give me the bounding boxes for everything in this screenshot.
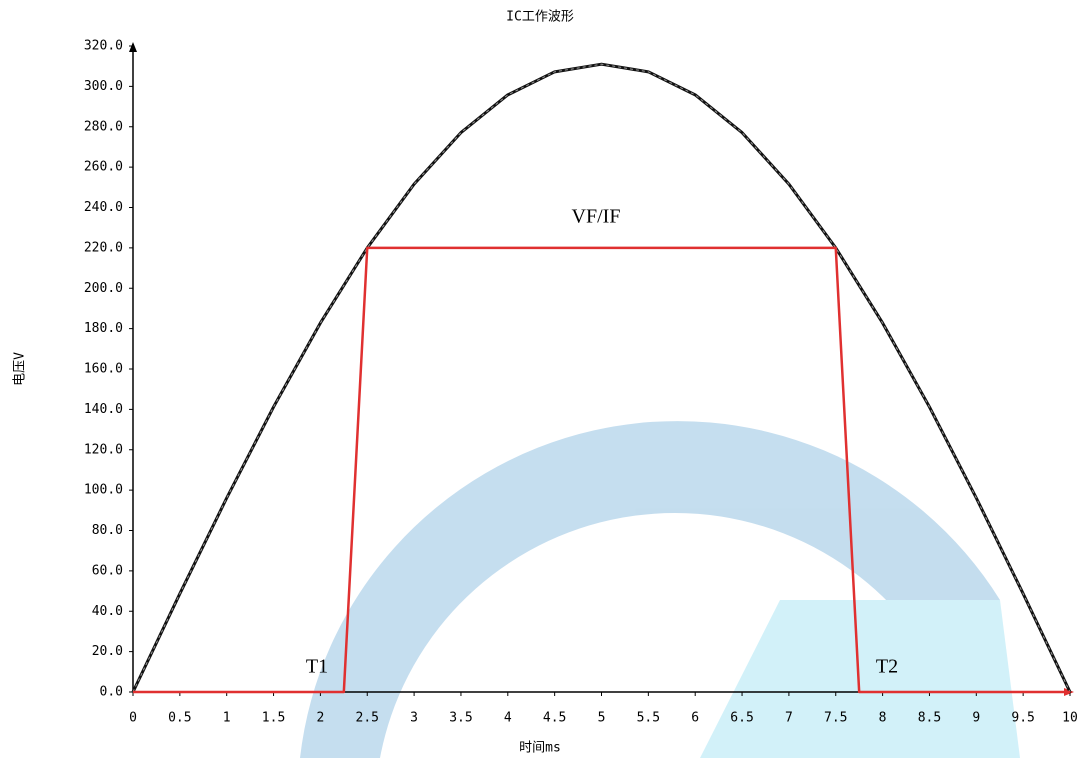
y-tick-label: 100.0: [84, 483, 123, 498]
x-tick-label: 4.5: [543, 711, 566, 726]
y-tick-label: 60.0: [92, 563, 123, 578]
x-axis-label: 时间ms: [519, 741, 561, 756]
x-tick-label: 0.5: [168, 711, 191, 726]
y-tick-label: 0.0: [100, 685, 123, 700]
y-tick-label: 260.0: [84, 160, 123, 175]
y-tick-label: 40.0: [92, 604, 123, 619]
x-tick-label: 1.5: [262, 711, 285, 726]
y-tick-label: 280.0: [84, 119, 123, 134]
x-tick-label: 7.5: [824, 711, 847, 726]
y-axis-label: 电压V: [13, 352, 28, 386]
y-tick-label: 20.0: [92, 644, 123, 659]
series-line: [133, 246, 1070, 694]
y-tick-label: 180.0: [84, 321, 123, 336]
x-tick-label: 6: [691, 711, 699, 726]
chart-title: IC工作波形: [506, 10, 574, 25]
x-tick-label: 8: [879, 711, 887, 726]
x-tick-label: 0: [129, 711, 137, 726]
x-tick-label: 9.5: [1011, 711, 1034, 726]
annotation: VF/IF: [572, 206, 621, 228]
x-tick-label: 9: [972, 711, 980, 726]
y-tick-label: 120.0: [84, 442, 123, 457]
y-tick-label: 200.0: [84, 281, 123, 296]
x-tick-label: 2: [316, 711, 324, 726]
y-tick-label: 240.0: [84, 200, 123, 215]
x-tick-label: 5: [598, 711, 606, 726]
x-tick-label: 3: [410, 711, 418, 726]
y-tick-label: 220.0: [84, 240, 123, 255]
y-tick-label: 160.0: [84, 362, 123, 377]
x-tick-label: 2.5: [356, 711, 379, 726]
x-tick-label: 3.5: [449, 711, 472, 726]
y-tick-label: 300.0: [84, 79, 123, 94]
annotation: T1: [306, 656, 328, 678]
x-tick-label: 1: [223, 711, 231, 726]
x-tick-label: 4: [504, 711, 512, 726]
x-tick-label: 10: [1062, 711, 1078, 726]
y-tick-label: 140.0: [84, 402, 123, 417]
x-tick-label: 8.5: [918, 711, 941, 726]
y-axis-arrow: [129, 42, 137, 52]
x-tick-label: 7: [785, 711, 793, 726]
x-tick-label: 6.5: [730, 711, 753, 726]
x-tick-label: 5.5: [637, 711, 660, 726]
watermark: [300, 421, 1020, 758]
series-line-highlight: [132, 63, 1071, 693]
annotation: T2: [876, 656, 898, 678]
y-tick-label: 320.0: [84, 39, 123, 54]
y-tick-label: 80.0: [92, 523, 123, 538]
